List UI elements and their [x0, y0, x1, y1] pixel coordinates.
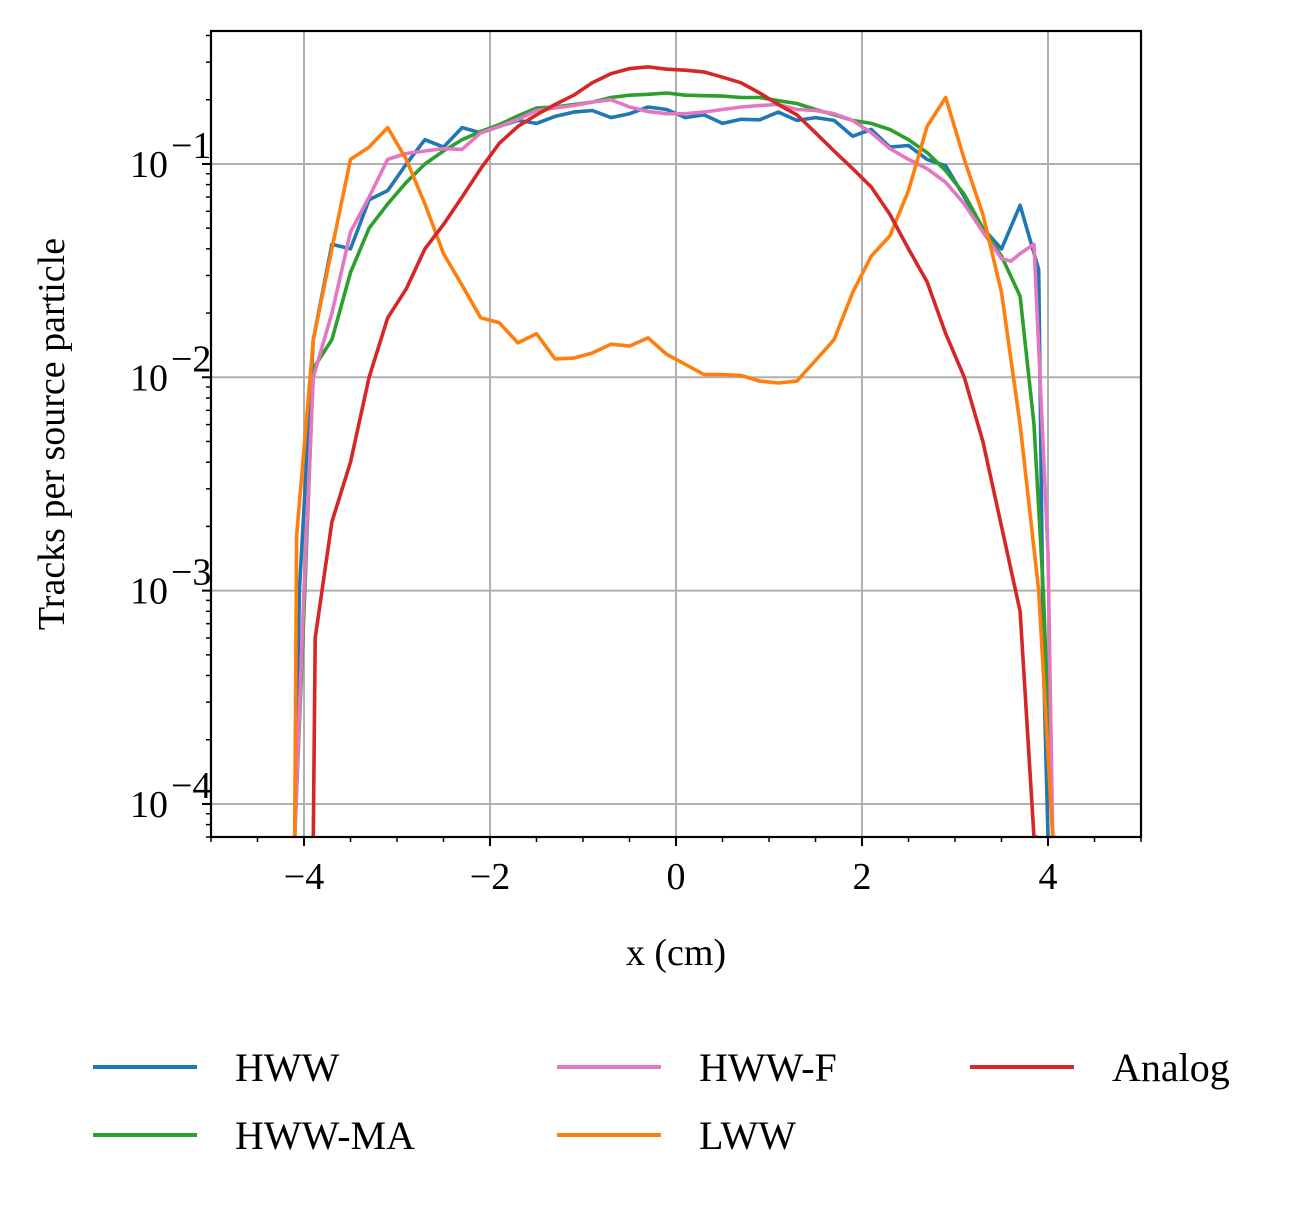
- series-line-hww-ma: [292, 91, 1055, 837]
- x-tick-label: 4: [1039, 856, 1058, 898]
- y-tick-exponent: −2: [171, 338, 211, 380]
- y-tick-exponent: −4: [171, 765, 211, 807]
- y-tick-label: 10: [130, 357, 168, 399]
- grid: [211, 31, 1141, 837]
- x-tick-label: 0: [667, 856, 686, 898]
- x-axis-label: x (cm): [626, 932, 726, 974]
- y-tick-label: 10: [130, 784, 168, 826]
- x-tick-label: 2: [853, 856, 872, 898]
- legend-label: HWW-MA: [235, 1113, 415, 1158]
- series-line-lww: [292, 95, 1057, 837]
- y-tick-exponent: −3: [171, 552, 211, 594]
- y-tick-exponent: −1: [171, 125, 211, 167]
- plot-lines: [292, 65, 1057, 837]
- y-axis-label: Tracks per source particle: [31, 238, 73, 630]
- series-line-analog: [311, 65, 1038, 837]
- x-tick-label: −2: [470, 856, 510, 898]
- legend-label: Analog: [1112, 1045, 1230, 1090]
- y-tick-label: 10: [130, 571, 168, 613]
- legend-label: HWW-F: [699, 1045, 837, 1090]
- y-tick-label: 10: [130, 144, 168, 186]
- legend-label: HWW: [235, 1045, 340, 1090]
- axis-ticks: −4 −2 0 2 410−410−310−210−1: [130, 34, 1142, 898]
- x-tick-label: −4: [284, 856, 324, 898]
- legend-label: LWW: [699, 1113, 796, 1158]
- series-line-hww-f: [292, 97, 1055, 837]
- legend: HWW HWW-F Analog HWW-MA LWW: [93, 1045, 1230, 1158]
